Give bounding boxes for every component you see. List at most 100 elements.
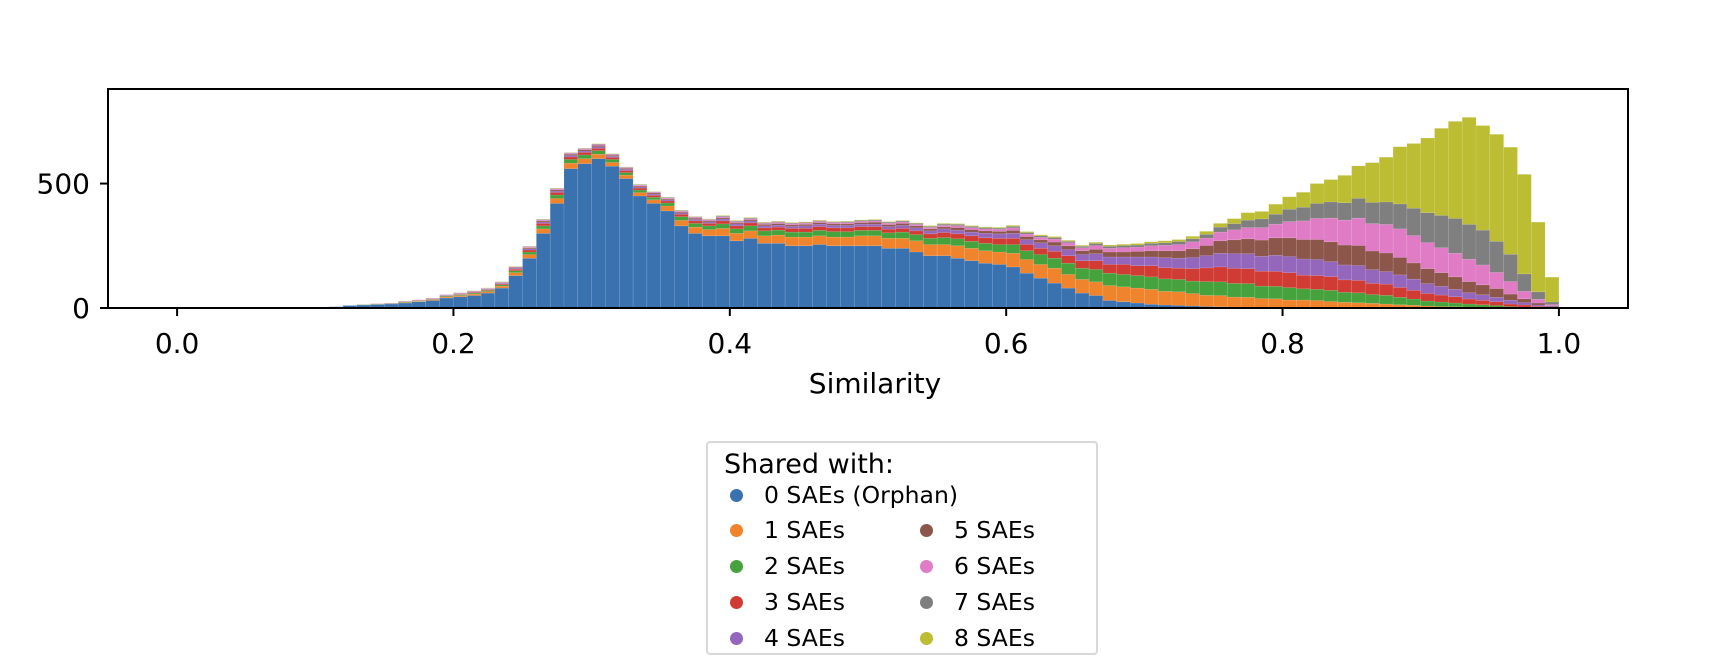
bar-segment-series-8-bin-50 [1019,231,1035,233]
bar-segment-series-3-bin-71 [1309,275,1325,290]
bar-segment-series-1-bin-61 [1171,291,1187,306]
bar-segment-series-7-bin-60 [1157,242,1173,246]
bar-segment-series-1-bin-35 [812,235,827,245]
bar-segment-series-1-bin-44 [936,244,952,257]
bar-segment-series-1-bin-59 [1144,289,1159,305]
bar-segment-series-4-bin-65 [1226,253,1242,269]
bar-segment-series-8-bin-68 [1268,203,1283,215]
bar-segment-series-0-bin-10 [466,295,482,309]
bar-segment-series-2-bin-35 [812,230,827,237]
bar-segment-series-8-bin-88 [1544,276,1560,303]
bar-segment-series-6-bin-41 [895,221,910,224]
bar-segment-series-5-bin-47 [978,230,993,234]
bar-segment-series-0-bin-23 [646,203,662,309]
legend: Shared with: 0 SAEs (Orphan) 1 SAEs 2 SAEs… [706,441,1098,655]
bar-segment-series-3-bin-79 [1420,293,1435,302]
bar-segment-series-7-bin-75 [1365,202,1380,224]
bar-segment-series-8-bin-72 [1323,179,1339,203]
bar-segment-series-1-bin-32 [770,234,786,244]
bar-segment-series-5-bin-53 [1061,245,1076,250]
bar-segment-series-6-bin-53 [1061,242,1076,247]
bar-segment-series-1-bin-62 [1185,293,1200,307]
bar-segment-series-4-bin-86 [1517,302,1532,306]
bar-segment-series-6-bin-54 [1074,247,1090,252]
bar-segment-series-2-bin-23 [646,196,662,201]
bar-segment-series-8-bin-55 [1088,242,1104,244]
bar-segment-series-2-bin-17 [563,159,579,164]
bar-segment-series-0-bin-35 [812,244,827,309]
bar-segment-series-8-bin-78 [1406,143,1422,209]
bar-segment-series-2-bin-37 [840,231,855,238]
bar-segment-series-3-bin-15 [536,223,551,227]
bar-segment-series-1-bin-16 [549,198,565,204]
bar-segment-series-8-bin-87 [1530,221,1546,293]
bar-segment-series-7-bin-59 [1144,242,1159,247]
bar-segment-series-3-bin-85 [1503,303,1518,307]
bar-segment-series-0-bin-33 [784,245,800,309]
bar-segment-series-7-bin-78 [1406,207,1422,236]
bar-segment-series-7-bin-65 [1226,223,1242,231]
bar-segment-series-0-bin-44 [936,255,952,309]
bar-segment-series-3-bin-57 [1116,264,1131,275]
bar-segment-series-2-bin-50 [1019,250,1035,260]
bar-segment-series-4-bin-60 [1157,257,1173,268]
bar-segment-series-3-bin-56 [1102,264,1118,274]
bar-segment-series-0-bin-8 [439,297,454,309]
bar-segment-series-3-bin-40 [881,228,896,234]
bar-segment-series-2-bin-20 [605,159,620,163]
bar-segment-series-5-bin-56 [1102,251,1118,258]
bar-segment-series-5-bin-75 [1365,250,1380,270]
bar-segment-series-0-bin-24 [660,210,675,309]
bar-segment-series-0-bin-20 [605,165,620,309]
bar-segment-series-3-bin-67 [1254,270,1270,287]
bar-segment-series-7-bin-83 [1475,229,1491,266]
y-axis-ticks: 0 500 [37,168,108,325]
bar-segment-series-5-bin-76 [1378,252,1394,272]
bar-segment-series-4-bin-61 [1171,257,1187,269]
bar-segment-series-1-bin-34 [798,236,814,247]
bar-segment-series-8-bin-60 [1157,240,1173,244]
bar-segment-series-2-bin-61 [1171,279,1187,293]
bar-segment-series-1-bin-13 [508,272,523,276]
bar-segment-series-8-bin-53 [1061,240,1076,242]
bar-segment-series-3-bin-60 [1157,267,1173,280]
bar-segment-series-4-bin-79 [1420,283,1435,294]
bar-segment-series-8-bin-46 [964,225,979,227]
bar-segment-series-5-bin-61 [1171,250,1187,259]
bar-segment-series-2-bin-72 [1323,290,1339,302]
bar-segment-series-1-bin-36 [826,236,841,247]
bar-segment-series-7-bin-72 [1323,201,1339,219]
bar-segment-series-6-bin-66 [1240,227,1256,240]
bar-segment-series-0-bin-45 [950,257,966,309]
bar-segment-series-2-bin-31 [757,230,772,237]
bar-segment-series-6-bin-26 [688,216,703,219]
legend-label: 8 SAEs [954,624,1035,652]
bar-segment-series-4-bin-49 [1005,233,1021,239]
bar-segment-series-2-bin-70 [1296,288,1311,301]
bar-segment-series-1-bin-47 [978,250,993,264]
bar-segment-series-4-bin-75 [1365,269,1380,284]
bar-segment-series-3-bin-83 [1475,299,1491,306]
legend-item: 1 SAEs [730,516,845,544]
x-tick-label: 0.0 [155,327,200,360]
bar-segment-series-5-bin-60 [1157,250,1173,259]
bar-segment-series-8-bin-74 [1351,165,1366,199]
legend-marker-icon [920,523,933,537]
bar-segment-series-0-bin-43 [922,255,938,309]
bar-segment-series-4-bin-37 [840,225,855,229]
bar-segment-series-2-bin-77 [1392,296,1408,306]
bar-segment-series-3-bin-62 [1185,268,1200,282]
bar-segment-series-3-bin-46 [964,235,979,242]
bar-segment-series-6-bin-62 [1185,241,1200,250]
bar-segment-series-2-bin-14 [522,251,537,255]
bar-segment-series-8-bin-83 [1475,125,1491,231]
bar-segment-series-2-bin-53 [1061,262,1076,275]
bar-segment-series-3-bin-59 [1144,265,1159,278]
bar-segment-series-7-bin-62 [1185,238,1200,243]
bar-segment-series-2-bin-78 [1406,298,1422,306]
legend-item: 6 SAEs [920,552,1035,580]
histogram-bars [328,117,1560,309]
bar-segment-series-1-bin-45 [950,245,966,259]
bar-segment-series-1-bin-58 [1130,287,1145,304]
bar-segment-series-3-bin-35 [812,226,827,231]
